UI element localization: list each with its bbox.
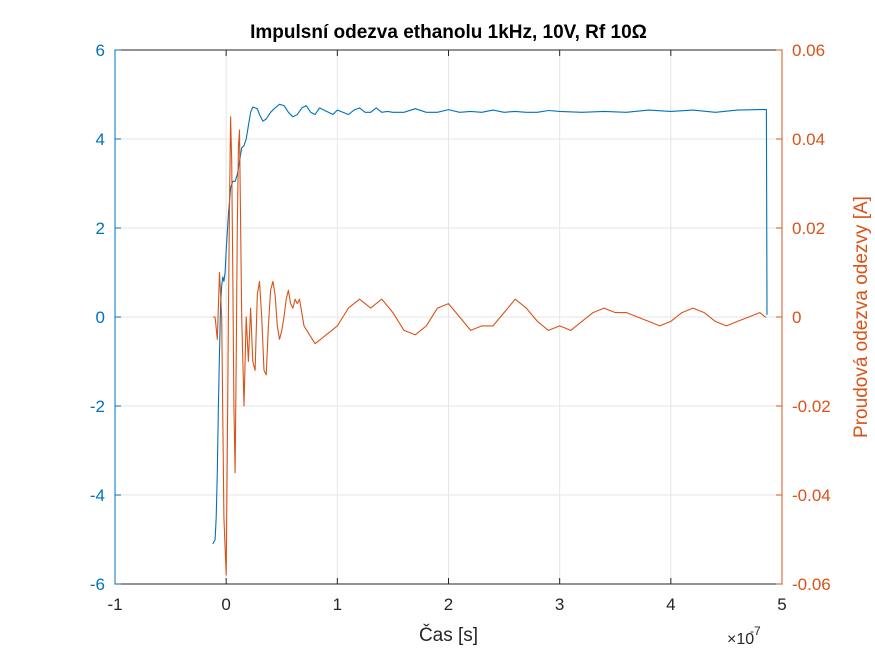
x-tick-label: 3 [555, 595, 564, 614]
chart-title: Impulsní odezva ethanolu 1kHz, 10V, Rf 1… [250, 22, 647, 43]
y-right-tick-label: -0.06 [792, 575, 831, 594]
y-right-tick-label: -0.02 [792, 397, 831, 416]
x-axis-label: Čas [s] [419, 624, 478, 646]
y-left-tick-label: 0 [96, 308, 105, 327]
y-left-tick-label: 4 [96, 130, 105, 149]
x-tick-label: 0 [221, 595, 230, 614]
series-layer [212, 103, 768, 576]
y-left-tick-label: 6 [96, 41, 105, 60]
x-exponent-base: ×10 [727, 631, 754, 648]
x-tick-label: 5 [777, 595, 786, 614]
y-right-tick-label: 0.02 [792, 219, 825, 238]
x-tick-label: -1 [107, 595, 122, 614]
x-tick-label: 1 [333, 595, 342, 614]
x-tick-label: 2 [444, 595, 453, 614]
y-left-tick-label: 2 [96, 219, 105, 238]
y-right-tick-label: 0 [792, 308, 801, 327]
y-left-tick-label: -4 [90, 486, 105, 505]
y-left-tick-label: -2 [90, 397, 105, 416]
y-right-axis-label: Proudová odezva odezvy [A] [851, 196, 872, 438]
axes-layer: -1 0 1 2 3 4 5 -6 -4 -2 0 2 4 6 -0.06 -0.04 -0.02 0 0.02 0.… [90, 41, 831, 614]
x-exponent-power: -7 [750, 624, 761, 638]
y-right-tick-label: -0.04 [792, 486, 831, 505]
y-right-tick-label: 0.04 [792, 130, 825, 149]
y-right-tick-label: 0.06 [792, 41, 825, 60]
y-left-tick-label: -6 [90, 575, 105, 594]
x-tick-label: 4 [666, 595, 675, 614]
series-line-current [212, 116, 767, 576]
